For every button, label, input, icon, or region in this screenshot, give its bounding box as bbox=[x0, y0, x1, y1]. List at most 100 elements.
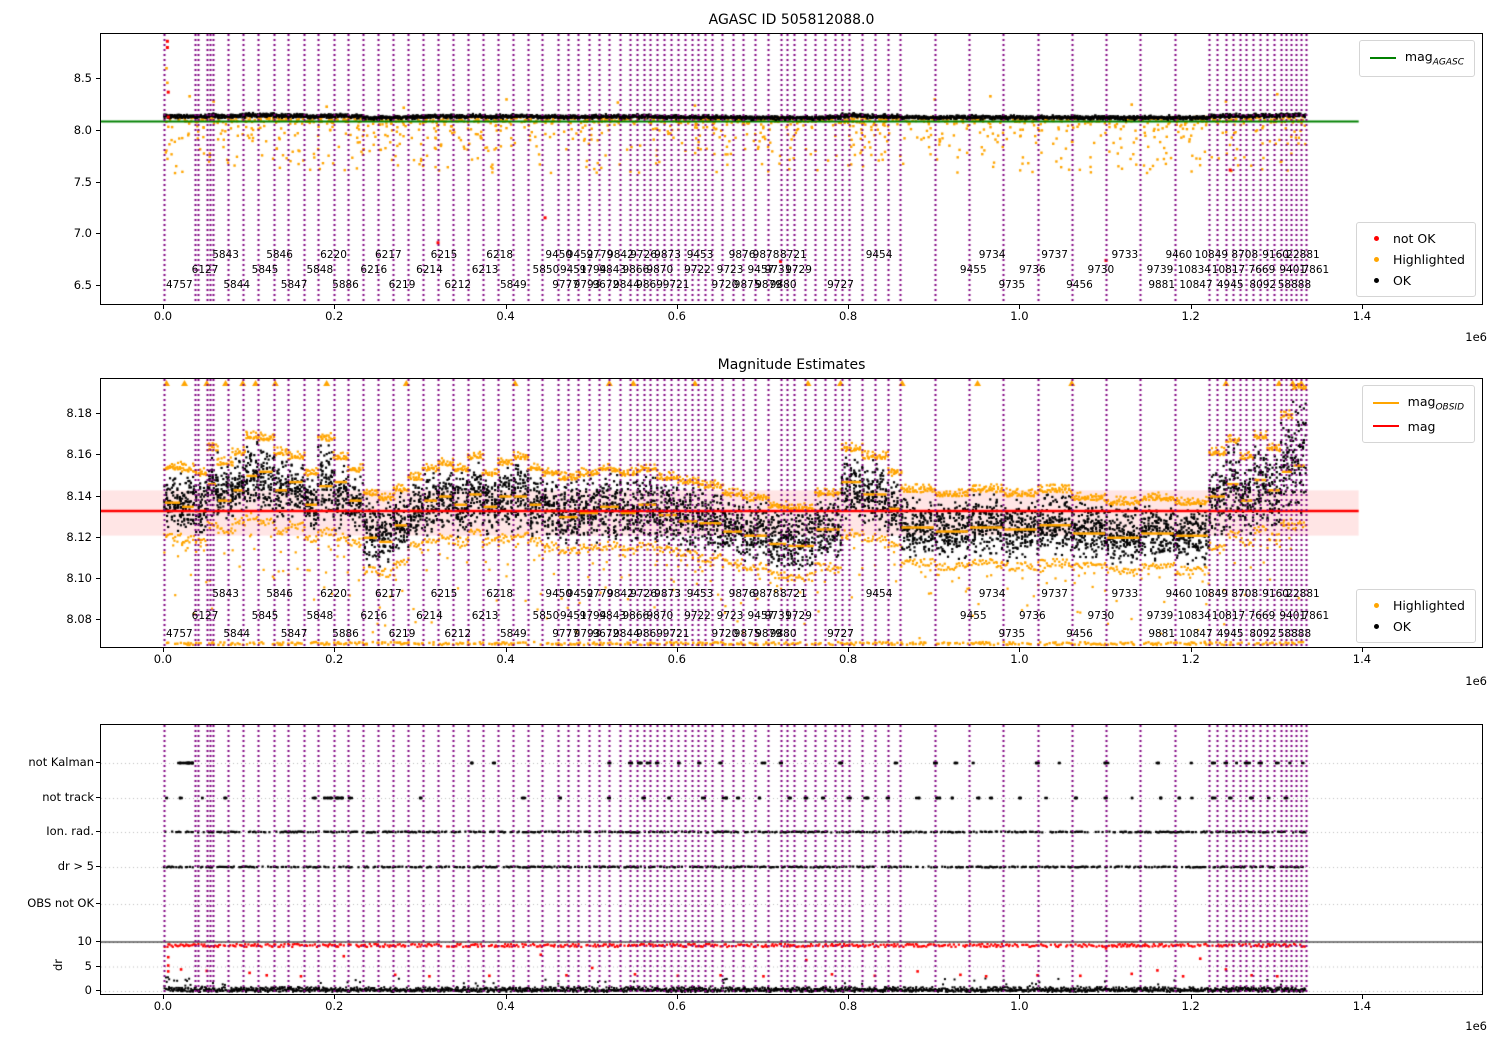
legend-item-label: mag bbox=[1407, 418, 1436, 434]
legend-line-sample bbox=[1372, 425, 1399, 427]
obsid-label: 9455 bbox=[959, 610, 987, 622]
obsid-label: 9672 bbox=[592, 279, 620, 291]
obsid-label: 9721 bbox=[662, 279, 690, 291]
legend-item-not-ok: not OK bbox=[1367, 228, 1465, 249]
y-tick-mark bbox=[96, 762, 100, 763]
obsid-label: 22881 bbox=[1286, 249, 1320, 261]
x-tick-label: 0.4 bbox=[496, 309, 515, 323]
category-label-not-kalman: not Kalman bbox=[28, 755, 94, 769]
y-tick-mark bbox=[96, 129, 100, 131]
obsid-label: 9726 bbox=[630, 588, 657, 600]
obsid-label: 9730 bbox=[1087, 264, 1115, 276]
y-tick-label: 8.10 bbox=[66, 570, 92, 585]
obsid-label: 9842 bbox=[607, 249, 634, 261]
obsid-label: 9739 bbox=[1146, 264, 1174, 276]
obsid-label: 6219 bbox=[388, 628, 416, 640]
obsid-label: 5844 bbox=[223, 279, 251, 291]
y-tick-mark bbox=[96, 285, 100, 287]
obsid-label: 4945 bbox=[1216, 279, 1244, 291]
obsid-label: 9731 bbox=[764, 264, 792, 276]
obsid-label: 9734 bbox=[978, 588, 1006, 600]
obsid-label: 10847 bbox=[1179, 628, 1213, 640]
plot1-legend-line: magAGASC bbox=[1358, 40, 1475, 77]
legend-item-magOBSID: magOBSID bbox=[1372, 391, 1464, 416]
x-tick-mark bbox=[1361, 305, 1363, 309]
y-tick-label: 8.5 bbox=[73, 70, 92, 85]
obsid-label: 9723 bbox=[716, 610, 744, 622]
obsid-label: 9779 bbox=[586, 588, 614, 600]
obsid-label: 7861 bbox=[1302, 264, 1330, 276]
x-tick-label: 1.2 bbox=[1181, 652, 1200, 666]
obsid-label: 6215 bbox=[430, 588, 458, 600]
x-tick-mark bbox=[848, 305, 850, 309]
obsid-label: 8721 bbox=[780, 249, 807, 261]
obsid-label: 6217 bbox=[374, 588, 402, 600]
obsid-label: 9736 bbox=[1018, 264, 1046, 276]
x-tick-label: 0.8 bbox=[838, 999, 858, 1013]
obsid-label: 9737 bbox=[1041, 249, 1068, 261]
x-tick-mark bbox=[1019, 995, 1021, 999]
obsid-label: 6220 bbox=[320, 249, 347, 261]
y-tick-label: 8.18 bbox=[66, 406, 92, 421]
y-tick-mark bbox=[96, 577, 100, 579]
x-tick-label: 0.8 bbox=[838, 309, 858, 323]
obsid-label: 5847 bbox=[280, 279, 308, 291]
legend-item-ok: OK bbox=[1367, 616, 1465, 637]
plot1-legend-points: not OK Highlighted OK bbox=[1355, 222, 1476, 297]
obsid-label: 9460 bbox=[1165, 249, 1193, 261]
x-tick-label: 0.4 bbox=[496, 999, 515, 1013]
obsid-label: 9779 bbox=[586, 249, 614, 261]
x-tick-mark bbox=[505, 305, 507, 309]
obsid-label: 9401 bbox=[1279, 264, 1307, 276]
obsid-label: 5843 bbox=[212, 588, 239, 600]
obsid-label: 9456 bbox=[1066, 279, 1093, 291]
obsid-label: 9735 bbox=[998, 279, 1026, 291]
obsid-label: 9450 bbox=[545, 588, 573, 600]
legend-line-sample bbox=[1372, 402, 1399, 405]
obsid-label: 22881 bbox=[1286, 588, 1320, 600]
y-tick-mark bbox=[96, 181, 100, 183]
obsid-label: 9873 bbox=[654, 249, 681, 261]
obsid-label: 9720 bbox=[711, 279, 739, 291]
obsid-label: 5843 bbox=[212, 249, 239, 261]
legend-item-label: not OK bbox=[1392, 231, 1436, 246]
obsid-label: 9870 bbox=[646, 610, 674, 622]
obsid-label: 4757 bbox=[165, 628, 193, 640]
obsid-label: 9843 bbox=[599, 264, 627, 276]
obsid-label: 9880 bbox=[769, 279, 797, 291]
obsid-label: 9879 bbox=[755, 279, 782, 291]
obsid-label: 5847 bbox=[280, 628, 308, 640]
obsid-label: 9454 bbox=[865, 588, 893, 600]
obsid-label: 9455 bbox=[959, 264, 987, 276]
obsid-label: 6127 bbox=[191, 610, 219, 622]
dr-tick-label: 5 bbox=[84, 958, 92, 973]
obsid-label: 5848 bbox=[306, 264, 334, 276]
obsid-label: 5844 bbox=[223, 628, 251, 640]
y-tick-label: 8.16 bbox=[66, 447, 92, 462]
obsid-label: 9401 bbox=[1279, 610, 1307, 622]
x-tick-mark bbox=[334, 995, 336, 999]
obsid-label: 6213 bbox=[471, 264, 499, 276]
x-tick-label: 1.0 bbox=[1010, 309, 1029, 323]
obsid-label: 5845 bbox=[251, 264, 279, 276]
x-tick-mark bbox=[676, 995, 678, 999]
obsid-label: 9730 bbox=[1087, 610, 1115, 622]
x-tick-label: 1.4 bbox=[1352, 652, 1372, 666]
obsid-label: 9734 bbox=[978, 249, 1006, 261]
obsid-label: 9735 bbox=[998, 628, 1026, 640]
dr-tick-label: 10 bbox=[77, 934, 92, 948]
obsid-label: 9729 bbox=[785, 610, 812, 622]
legend-item-highlighted: Highlighted bbox=[1367, 249, 1465, 270]
x-tick-mark bbox=[1361, 648, 1363, 652]
legend-dot-sample bbox=[1373, 278, 1379, 283]
x-tick-label: 1.0 bbox=[1010, 999, 1029, 1013]
obsid-label: 10847 bbox=[1179, 279, 1213, 291]
x-tick-label: 1.2 bbox=[1181, 999, 1200, 1013]
legend-dot-sample bbox=[1373, 257, 1379, 262]
plot2-legend-points: Highlighted OK bbox=[1355, 589, 1476, 643]
obsid-label: 5849 bbox=[499, 279, 527, 291]
x-tick-mark bbox=[1190, 995, 1192, 999]
obsid-label: 9843 bbox=[599, 610, 627, 622]
obsid-label: 4757 bbox=[165, 279, 193, 291]
obsid-label: 5850 bbox=[532, 610, 560, 622]
